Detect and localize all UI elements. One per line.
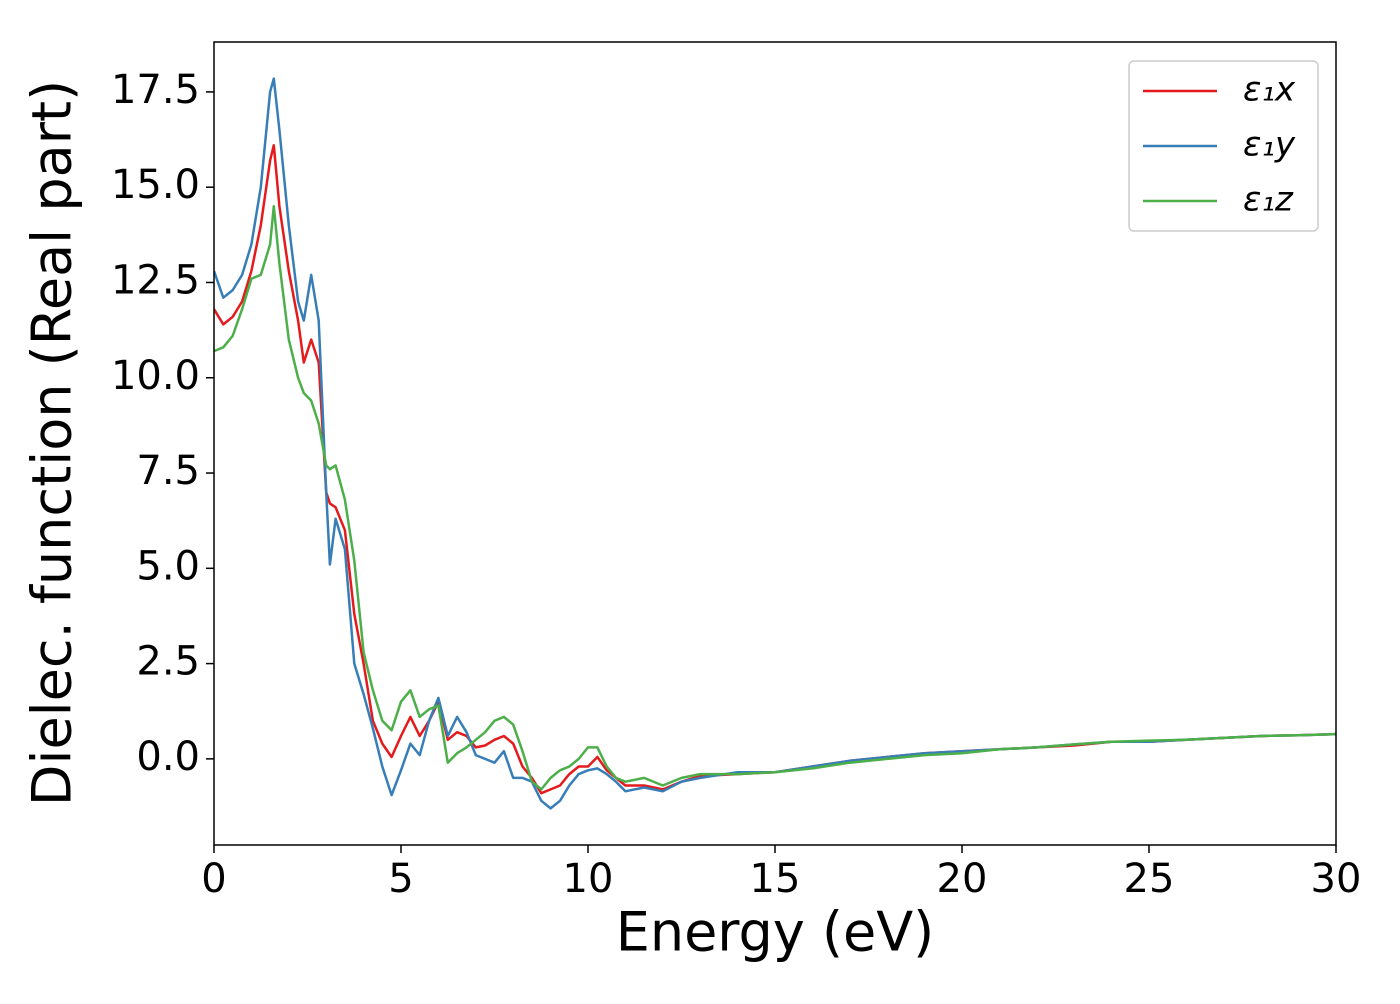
data-line	[214, 77, 1336, 810]
x-tick-label: 10	[563, 856, 614, 902]
y-tick-label: 15.0	[111, 162, 200, 208]
y-axis-label: Dielec. function (Real part)	[21, 80, 84, 806]
legend-label: ε₁z	[1243, 180, 1294, 220]
x-axis-label: Energy (eV)	[616, 901, 935, 964]
legend-label: ε₁y	[1243, 125, 1296, 165]
legend-box	[1128, 60, 1319, 232]
x-tick-label: 5	[388, 856, 413, 902]
x-tick-label: 15	[750, 856, 801, 902]
y-tick-label: 17.5	[111, 67, 200, 113]
data-line	[214, 144, 1336, 795]
x-tick-label: 0	[201, 856, 226, 902]
x-tick-label: 20	[937, 856, 988, 902]
data-line	[214, 205, 1336, 791]
y-tick-label: 10.0	[111, 353, 200, 399]
y-tick-label: 0.0	[136, 734, 200, 780]
y-tick-label: 12.5	[111, 257, 200, 303]
plot-frame	[213, 41, 1337, 846]
y-tick-label: 7.5	[136, 448, 200, 494]
y-tick-label: 5.0	[136, 543, 200, 589]
x-tick-label: 30	[1311, 856, 1362, 902]
x-tick-label: 25	[1124, 856, 1175, 902]
legend-label: ε₁x	[1243, 70, 1296, 110]
y-tick-label: 2.5	[136, 639, 200, 685]
